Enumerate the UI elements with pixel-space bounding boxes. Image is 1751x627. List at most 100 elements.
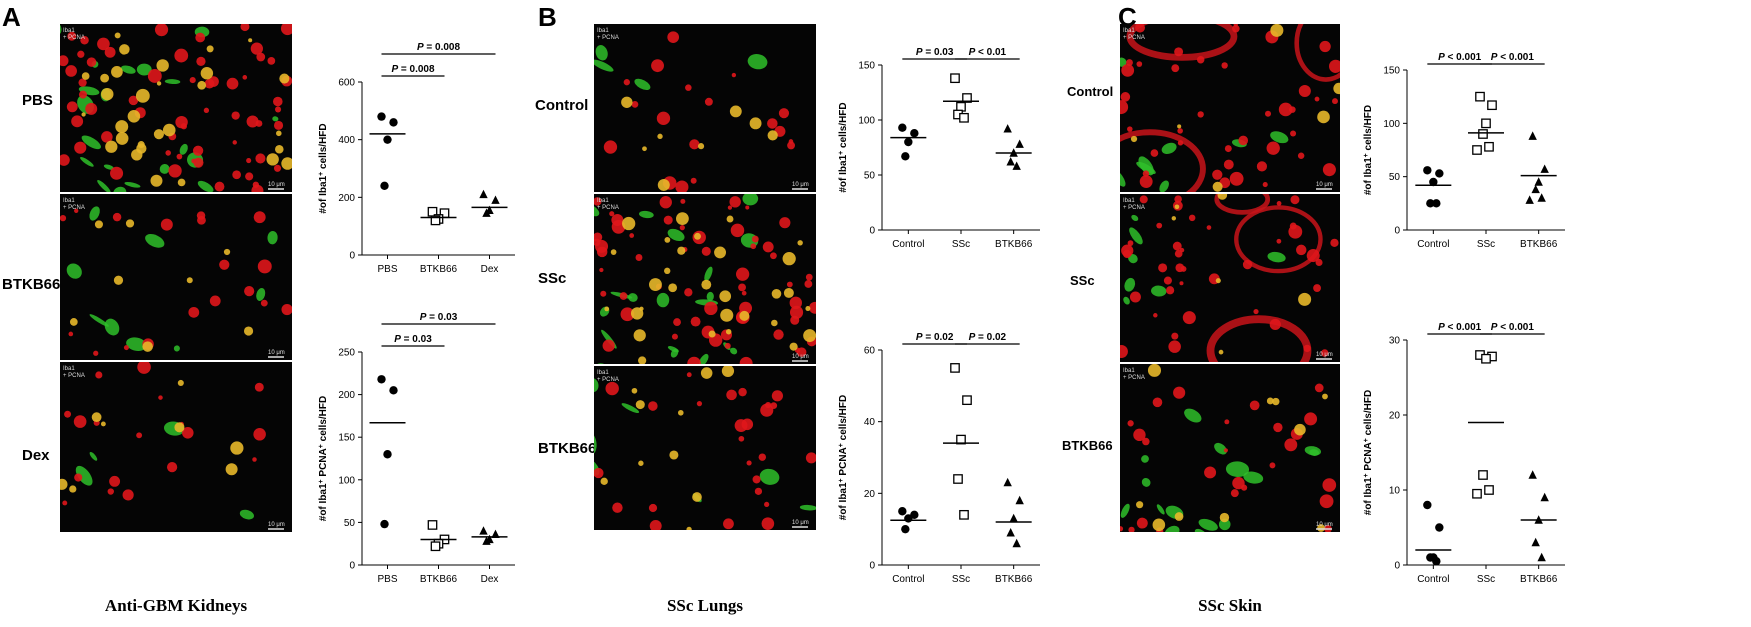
row-label-c-2: SSc	[1070, 273, 1095, 288]
data-point	[898, 507, 907, 516]
x-tick-label: BTKB66	[420, 574, 458, 585]
scale-bar-label: 10 μm	[792, 354, 809, 360]
scale-bar-label: 10 μm	[268, 182, 285, 188]
y-axis-label: #of Iba1+ PCNA+ cells/HFD	[1363, 390, 1375, 515]
data-point	[1435, 523, 1444, 532]
channel-label: + PCNA	[1123, 375, 1145, 381]
p-value-label: P < 0.001	[1491, 322, 1535, 333]
micrograph-a-dex: Iba1 + PCNA 10 μm	[60, 362, 292, 532]
y-tick-label: 0	[1394, 226, 1400, 237]
data-point	[1540, 492, 1549, 502]
data-point	[1015, 139, 1024, 148]
y-tick-label: 0	[1394, 561, 1400, 572]
channel-label: Iba1	[63, 366, 75, 372]
data-point	[1012, 538, 1021, 548]
data-point	[901, 152, 910, 161]
y-tick-label: 150	[1383, 66, 1400, 77]
micrograph-c-control: Iba1 + PCNA 10 μm	[1120, 24, 1340, 192]
chart-c-bottom: 0 10 20 30 Control SSc BTKB66 #of Iba1+ PCNA+ c…	[1345, 310, 1575, 595]
y-tick-label: 20	[1389, 411, 1401, 422]
p-value-label: P = 0.008	[391, 64, 435, 75]
micrograph-b-ssc: Iba1 + PCNA 10 μm	[594, 194, 816, 364]
chart-b-top: 0 50 100 150 Control SSc BTKB66 #of Iba1+ cells…	[820, 35, 1050, 260]
data-point	[1009, 513, 1018, 523]
x-tick-label: BTKB66	[995, 574, 1033, 585]
x-tick-label: BTKB66	[1520, 574, 1558, 585]
channel-label: + PCNA	[597, 205, 619, 211]
data-point	[1478, 129, 1488, 139]
scale-bar-label: 10 μm	[792, 182, 809, 188]
p-value-label: P = 0.03	[916, 47, 954, 58]
micrograph-b-btkb66: Iba1 + PCNA 10 μm	[594, 366, 816, 530]
data-point	[1015, 495, 1024, 505]
data-point	[904, 137, 913, 147]
data-point	[950, 73, 960, 84]
caption-c: SSc Skin	[1198, 596, 1262, 615]
scale-bar-label: 10 μm	[268, 522, 285, 528]
data-point	[377, 112, 386, 121]
caption-b: SSc Lungs	[666, 596, 744, 615]
data-point	[491, 195, 500, 204]
data-point	[1481, 118, 1491, 129]
data-point	[1478, 470, 1488, 480]
data-point	[962, 395, 972, 406]
data-point	[389, 386, 398, 395]
data-point	[383, 450, 392, 459]
p-value-label: P < 0.01	[969, 47, 1007, 58]
channel-label: Iba1	[1123, 28, 1135, 34]
data-point	[950, 363, 960, 373]
data-point	[389, 118, 398, 127]
data-point	[1012, 161, 1021, 170]
row-label-c-1: Control	[1067, 84, 1114, 99]
row-label-a-1: PBS	[22, 92, 53, 109]
data-point	[1481, 353, 1491, 364]
data-point	[482, 208, 491, 217]
row-label-b-2: SSc	[538, 270, 567, 287]
y-axis-label: #of Iba1+ cells/HFD	[1363, 105, 1375, 195]
panel-letter-a: A	[2, 2, 21, 32]
p-value-label: P < 0.001	[1438, 322, 1482, 333]
p-value-label: P = 0.008	[417, 42, 461, 53]
channel-label: + PCNA	[63, 35, 85, 41]
x-tick-label: Dex	[481, 264, 499, 275]
y-tick-label: 50	[344, 518, 356, 529]
data-point	[904, 514, 913, 523]
data-point	[1537, 193, 1546, 202]
data-point	[1531, 184, 1540, 194]
channel-label: + PCNA	[597, 377, 619, 383]
data-point	[1487, 100, 1497, 111]
y-tick-label: 100	[338, 475, 355, 486]
data-point	[1472, 145, 1482, 155]
data-point	[1472, 488, 1482, 499]
data-point	[377, 375, 386, 384]
x-tick-label: SSc	[1477, 239, 1495, 250]
row-label-a-3: Dex	[22, 447, 50, 464]
data-point	[1534, 177, 1543, 186]
data-point	[1003, 477, 1012, 487]
y-tick-label: 150	[338, 433, 355, 444]
y-tick-label: 40	[864, 417, 876, 428]
channel-label: + PCNA	[1123, 35, 1145, 41]
p-value-label: P = 0.03	[420, 312, 458, 323]
row-label-a-2: BTKB66	[2, 276, 61, 293]
data-point	[1423, 166, 1432, 175]
data-point	[1006, 157, 1015, 166]
scale-bar-label: 10 μm	[268, 350, 285, 356]
scale-bar-label: 10 μm	[1316, 352, 1333, 358]
data-point	[427, 520, 438, 530]
data-point	[1528, 470, 1537, 479]
p-value-label: P = 0.03	[394, 334, 432, 345]
row-label-c-3: BTKB66	[1062, 438, 1113, 453]
data-point	[1426, 553, 1435, 562]
data-point	[901, 524, 910, 534]
chart-c-top: 0 50 100 150 Control SSc BTKB66 #of Iba1+ cells…	[1345, 40, 1575, 260]
chart-b-bottom: 0 20 40 60 Control SSc BTKB66 #of Iba1+ PCNA+ c…	[820, 320, 1050, 595]
data-point	[1426, 199, 1435, 208]
y-tick-label: 200	[338, 390, 355, 401]
data-point	[1525, 195, 1534, 204]
channel-label: + PCNA	[63, 373, 85, 379]
y-tick-label: 400	[338, 135, 355, 146]
data-point	[962, 93, 972, 103]
micrograph-c-ssc: Iba1 + PCNA 10 μm	[1120, 194, 1340, 362]
data-point	[953, 474, 963, 484]
